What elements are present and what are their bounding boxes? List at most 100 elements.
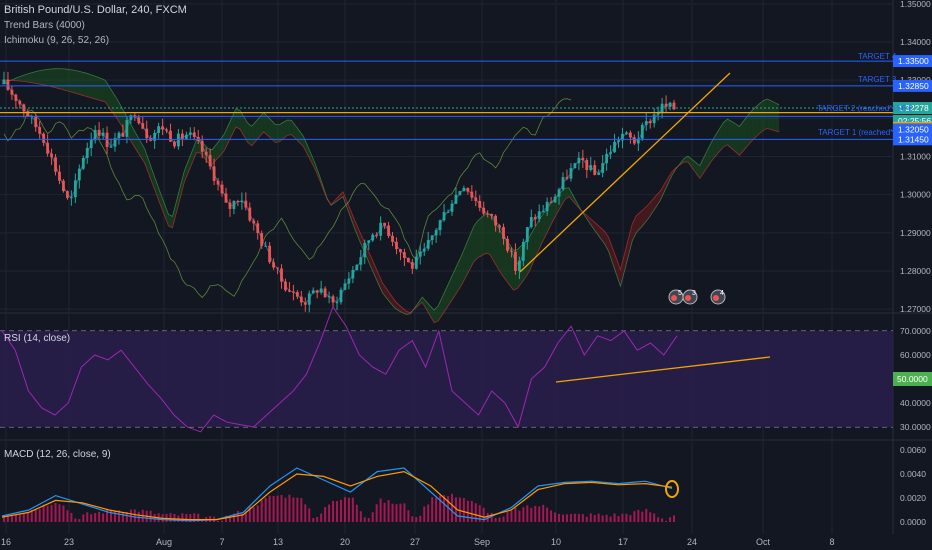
cloud-segment <box>358 229 363 249</box>
rsi-tick-label: 70.0000 <box>900 326 931 336</box>
candle-body <box>208 155 212 167</box>
indicator-ichimoku[interactable]: Ichimoku (9, 26, 52, 26) <box>4 35 109 46</box>
macd-histogram-bar <box>371 512 374 522</box>
macd-histogram-bar <box>494 517 497 522</box>
macd-histogram-bar <box>562 514 565 522</box>
candle-body <box>557 189 561 197</box>
candle-body <box>157 126 161 133</box>
candle-body <box>379 222 383 236</box>
price-tag-text: 1.32850 <box>898 81 929 91</box>
macd-histogram-bar <box>304 504 307 522</box>
x-tick-label: 20 <box>340 537 350 547</box>
candle-body <box>240 200 244 203</box>
cloud-segment <box>568 187 573 202</box>
macd-histogram-bar <box>466 500 469 522</box>
macd-histogram-bar <box>605 514 608 522</box>
price-candles[interactable] <box>2 71 676 313</box>
candle-body <box>331 296 335 303</box>
candle-body <box>288 290 291 292</box>
macd-histogram-bar <box>585 516 588 522</box>
candle-body <box>295 292 299 297</box>
candle-body <box>359 257 363 265</box>
macd-histogram-bar <box>260 499 263 522</box>
macd-pane[interactable] <box>1 467 679 522</box>
candle-body <box>498 225 501 227</box>
macd-histogram-bar <box>617 516 620 522</box>
candle-body <box>252 220 256 224</box>
cloud-segment <box>549 200 554 229</box>
senkou-span-a <box>1 68 780 315</box>
candle-body <box>525 227 529 242</box>
candle-body <box>672 102 676 110</box>
candle-body <box>212 166 216 181</box>
candle-body <box>38 127 42 134</box>
cloud-segment <box>271 120 276 143</box>
candle-body <box>617 140 620 142</box>
macd-histogram-bar <box>300 497 303 522</box>
event-flag-count: 5 <box>678 290 682 297</box>
event-flag-dot <box>685 295 691 301</box>
rsi-pane[interactable] <box>1 305 771 433</box>
macd-histogram-bar <box>225 515 228 522</box>
cloud-segment <box>767 99 772 130</box>
cloud-segment <box>259 112 264 137</box>
candle-body <box>200 140 204 152</box>
candle-body <box>188 132 192 135</box>
cloud-segment <box>703 149 708 173</box>
candle-body <box>117 132 121 139</box>
candle-body <box>50 153 53 158</box>
candle-body <box>510 250 513 252</box>
macd-histogram-bar <box>633 511 636 522</box>
cloud-segment <box>61 68 66 91</box>
candle-body <box>34 116 38 128</box>
macd-histogram-bar <box>332 500 335 522</box>
cloud-segment <box>255 117 260 142</box>
rsi-title[interactable]: RSI (14, close) <box>4 333 70 344</box>
cloud-segment <box>759 100 764 135</box>
price-tick-label: 1.30000 <box>900 190 931 200</box>
macd-histogram-bar <box>252 507 255 522</box>
cloud-segment <box>164 204 169 226</box>
macd-histogram-bar <box>645 508 648 522</box>
macd-histogram-bar <box>54 503 57 522</box>
macd-title[interactable]: MACD (12, 26, close, 9) <box>4 449 111 460</box>
cloud-segment <box>152 171 157 195</box>
macd-histogram-bar <box>86 512 89 522</box>
indicator-trend-bars[interactable]: Trend Bars (4000) <box>4 20 85 31</box>
price-tag-text: 02:25:56 <box>898 116 931 126</box>
macd-histogram-bar <box>653 513 656 522</box>
macd-histogram-bar <box>46 505 49 522</box>
cloud-segment <box>537 216 542 254</box>
cloud-segment <box>188 150 193 173</box>
cloud-segment <box>41 69 46 86</box>
macd-histogram-bar <box>447 496 450 522</box>
target-1-label: TARGET 1 (reached*) <box>818 128 896 137</box>
macd-histogram-bar <box>439 495 442 522</box>
macd-histogram-bar <box>62 505 65 522</box>
macd-histogram-bar <box>470 500 473 522</box>
x-tick-label: Oct <box>756 537 771 547</box>
price-tag <box>893 133 932 146</box>
macd-histogram-bar <box>657 517 660 522</box>
cloud-segment <box>57 68 62 90</box>
cloud-segment <box>683 156 688 163</box>
candle-body <box>145 128 149 139</box>
candle-body <box>597 172 601 175</box>
cloud-segment <box>457 254 462 291</box>
cloud-segment <box>453 263 458 297</box>
candle-body <box>89 140 93 148</box>
candle-body <box>549 201 553 203</box>
macd-histogram-bar <box>573 513 576 522</box>
cloud-segment <box>763 99 768 131</box>
cloud-segment <box>747 111 752 147</box>
candle-body <box>85 147 89 159</box>
macd-histogram-bar <box>454 497 457 522</box>
cloud-segment <box>144 148 149 174</box>
candle-body <box>204 151 208 156</box>
macd-histogram-bar <box>558 513 561 522</box>
macd-histogram-bar <box>197 513 200 522</box>
candle-body <box>109 146 113 148</box>
macd-histogram-bar <box>375 504 378 522</box>
macd-histogram-bar <box>597 513 600 522</box>
